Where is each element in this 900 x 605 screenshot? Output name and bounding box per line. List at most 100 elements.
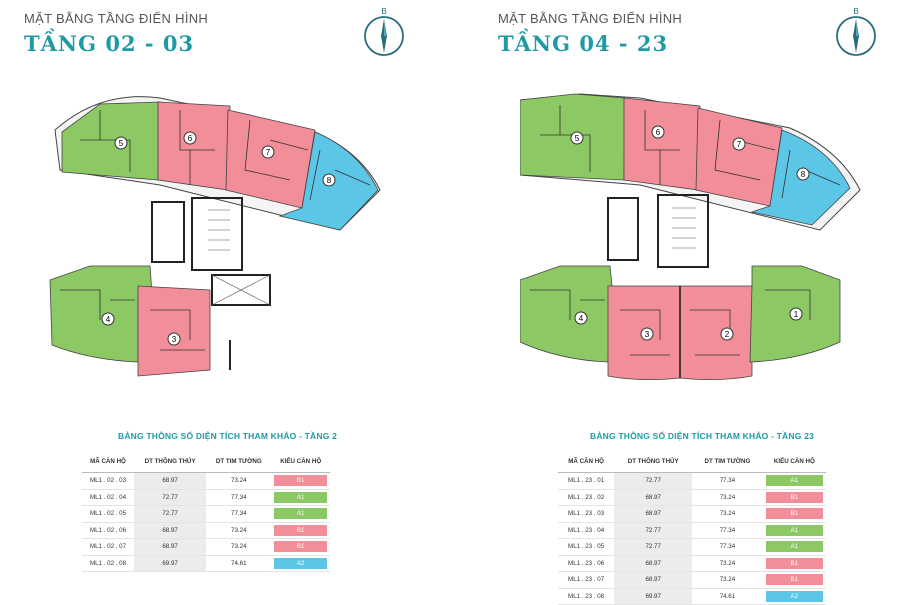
panel-subtitle: MẶT BẰNG TẦNG ĐIỂN HÌNH [24, 11, 209, 26]
unit-type-cell: B1 [271, 538, 330, 556]
unit-label-1: 1 [789, 307, 803, 321]
unit-code-cell: ML1 . 23 . 01 [558, 472, 615, 490]
svg-text:3: 3 [645, 330, 650, 339]
unit-code-cell: ML1 . 23 . 06 [558, 555, 615, 572]
floor-panel-02-03: MẶT BẰNG TẦNG ĐIỂN HÌNH TẦNG 02 - 03 B [0, 0, 450, 582]
gross-area-cell: 73.24 [692, 555, 763, 572]
unit-3-area [137, 285, 211, 377]
net-area-cell: 68.97 [614, 555, 693, 572]
unit-label-6: 6 [651, 125, 665, 139]
table-row: ML1 . 02 . 07 68.97 73.24 B1 [82, 538, 330, 556]
unit-code-cell: ML1 . 23 . 03 [558, 505, 615, 523]
unit-code-cell: ML1 . 02 . 05 [82, 505, 135, 523]
col-header-code: MÃ CĂN HỘ [82, 451, 135, 473]
svg-text:4: 4 [579, 314, 584, 323]
svg-text:3: 3 [172, 335, 177, 344]
compass-icon: B [364, 7, 404, 56]
net-area-cell: 68.97 [134, 472, 207, 490]
unit-type-cell: B1 [762, 489, 826, 506]
unit-4-area [520, 265, 613, 363]
unit-type-cell: A2 [271, 555, 330, 572]
area-table-title: BẢNG THÔNG SỐ DIỆN TÍCH THAM KHẢO - TẦNG… [590, 431, 814, 441]
unit-4-area [49, 265, 153, 363]
unit-code-cell: ML1 . 23 . 04 [558, 522, 615, 539]
unit-label-7: 7 [261, 145, 275, 159]
unit-code-cell: ML1 . 23 . 02 [558, 489, 615, 506]
unit-label-8: 8 [322, 173, 336, 187]
svg-text:6: 6 [656, 128, 661, 137]
compass-label: B [853, 7, 858, 16]
net-area-cell: 72.77 [614, 538, 693, 556]
unit-type-cell: A1 [271, 505, 330, 523]
svg-text:2: 2 [725, 330, 730, 339]
col-header-type: KIỂU CĂN HỘ [762, 451, 826, 473]
unit-type-cell: B1 [271, 472, 330, 490]
net-area-cell: 72.77 [134, 505, 207, 523]
unit-type-badge: B1 [274, 524, 327, 536]
unit-label-4: 4 [574, 311, 588, 325]
net-area-cell: 72.77 [134, 489, 207, 506]
unit-label-3: 3 [640, 327, 654, 341]
unit-label-4: 4 [101, 312, 115, 326]
unit-6-area [623, 97, 701, 191]
unit-type-cell: A1 [762, 522, 826, 539]
svg-text:5: 5 [119, 139, 124, 148]
unit-type-badge: B1 [765, 557, 823, 569]
table-row: ML1 . 23 . 08 69.97 74.61 A2 [558, 588, 826, 605]
gross-area-cell: 73.24 [206, 522, 272, 539]
unit-code-cell: ML1 . 02 . 03 [82, 472, 135, 490]
unit-type-badge: B1 [765, 574, 823, 586]
net-area-cell: 69.97 [614, 588, 693, 605]
net-area-cell: 68.97 [614, 505, 693, 523]
unit-label-2: 2 [720, 327, 734, 341]
unit-code-cell: ML1 . 02 . 07 [82, 538, 135, 556]
unit-code-cell: ML1 . 23 . 05 [558, 538, 615, 556]
svg-text:7: 7 [266, 148, 271, 157]
gross-area-cell: 73.24 [206, 472, 272, 490]
col-header-gross-area: DT TIM TƯỜNG [206, 451, 272, 473]
unit-type-badge: B1 [765, 508, 823, 520]
unit-type-cell: A1 [762, 538, 826, 556]
svg-text:4: 4 [106, 315, 111, 324]
unit-code-cell: ML1 . 23 . 07 [558, 571, 615, 589]
gross-area-cell: 77.34 [206, 505, 272, 523]
col-header-net-area: DT THÔNG THỦY [134, 451, 207, 473]
gross-area-cell: 74.61 [692, 588, 763, 605]
svg-text:1: 1 [794, 310, 799, 319]
unit-type-badge: A1 [765, 524, 823, 536]
unit-type-badge: A1 [274, 491, 327, 503]
table-row: ML1 . 02 . 03 68.97 73.24 B1 [82, 472, 330, 490]
net-area-cell: 72.77 [614, 522, 693, 539]
unit-label-3: 3 [167, 332, 181, 346]
net-area-cell: 68.97 [134, 522, 207, 539]
unit-type-cell: A2 [762, 588, 826, 605]
unit-code-cell: ML1 . 02 . 08 [82, 555, 135, 572]
unit-2-area [679, 285, 753, 380]
unit-type-cell: B1 [762, 571, 826, 589]
unit-type-cell: B1 [762, 505, 826, 523]
net-area-cell: 68.97 [614, 571, 693, 589]
unit-type-cell: A1 [762, 472, 826, 490]
unit-type-badge: B1 [274, 475, 327, 487]
gross-area-cell: 73.24 [206, 538, 272, 556]
net-area-cell: 68.97 [134, 538, 207, 556]
table-row: ML1 . 23 . 02 68.97 73.24 B1 [558, 489, 826, 506]
table-row: ML1 . 23 . 05 72.77 77.34 A1 [558, 538, 826, 556]
table-row: ML1 . 02 . 06 68.97 73.24 B1 [82, 522, 330, 539]
svg-text:5: 5 [575, 134, 580, 143]
unit-6-area [157, 101, 231, 191]
svg-text:8: 8 [327, 176, 332, 185]
unit-code-cell: ML1 . 02 . 06 [82, 522, 135, 539]
col-header-gross-area: DT TIM TƯỜNG [692, 451, 763, 473]
gross-area-cell: 77.34 [692, 522, 763, 539]
unit-label-8: 8 [796, 167, 810, 181]
svg-text:6: 6 [188, 134, 193, 143]
floor-plan-04-23: 5 6 7 8 4 3 2 1 [520, 93, 861, 380]
gross-area-cell: 73.24 [692, 505, 763, 523]
unit-type-badge: B1 [765, 491, 823, 503]
col-header-type: KIỂU CĂN HỘ [271, 451, 330, 473]
svg-text:8: 8 [801, 170, 806, 179]
net-area-cell: 69.97 [134, 555, 207, 572]
panel-title: TẦNG 02 - 03 [24, 31, 195, 56]
compass-icon: B [836, 7, 876, 56]
